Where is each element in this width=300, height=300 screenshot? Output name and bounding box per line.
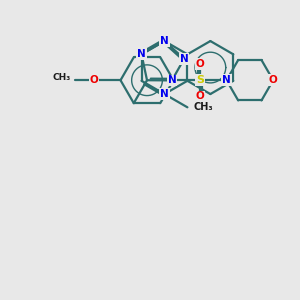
Text: N: N (222, 75, 231, 85)
Text: S: S (196, 75, 204, 85)
Text: N: N (160, 36, 169, 46)
Text: N: N (160, 89, 169, 99)
Text: O: O (196, 92, 204, 101)
Text: O: O (90, 75, 98, 85)
Text: N: N (137, 49, 146, 59)
Text: N: N (180, 54, 188, 64)
Text: N: N (167, 75, 176, 85)
Text: CH₃: CH₃ (53, 73, 71, 82)
Text: CH₃: CH₃ (194, 102, 214, 112)
Text: O: O (196, 59, 204, 69)
Text: O: O (269, 75, 278, 85)
